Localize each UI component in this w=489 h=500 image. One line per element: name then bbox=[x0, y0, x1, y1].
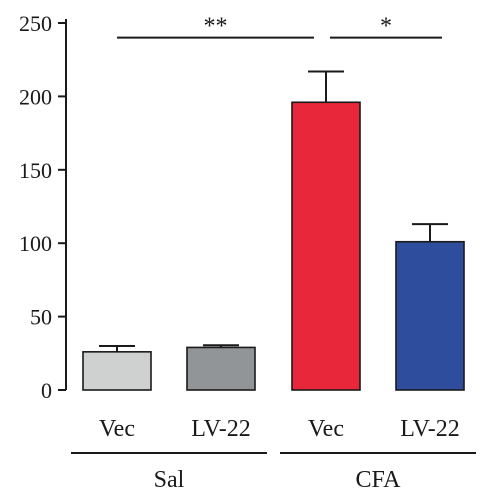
group-labels: Sal CFA bbox=[71, 452, 476, 493]
bar-1 bbox=[186, 346, 256, 391]
error-bars bbox=[99, 70, 448, 352]
y-tick-label: 150 bbox=[19, 158, 52, 183]
y-tick-label: 0 bbox=[41, 378, 52, 403]
group-label: CFA bbox=[356, 467, 402, 493]
significance-markers: ** * bbox=[117, 14, 442, 40]
bar-2 bbox=[291, 101, 361, 391]
y-tick-label: 100 bbox=[19, 231, 52, 256]
x-tick-label: Vec bbox=[308, 416, 344, 442]
y-tick-label: 200 bbox=[19, 84, 52, 109]
y-axis: 0 50 100 150 200 250 bbox=[19, 11, 67, 403]
y-tick-label: 250 bbox=[19, 11, 52, 36]
bar-0 bbox=[82, 351, 152, 391]
x-tick-label: LV-22 bbox=[400, 416, 460, 442]
bars bbox=[82, 101, 465, 391]
y-tick-label: 50 bbox=[30, 305, 52, 330]
significance-label: ** bbox=[204, 14, 228, 40]
x-tick-label: LV-22 bbox=[191, 416, 251, 442]
x-axis-labels: Vec LV-22 Vec LV-22 bbox=[99, 416, 460, 442]
x-tick-label: Vec bbox=[99, 416, 135, 442]
significance-label: * bbox=[380, 14, 392, 40]
group-label: Sal bbox=[154, 467, 185, 493]
bar-3 bbox=[395, 240, 465, 391]
